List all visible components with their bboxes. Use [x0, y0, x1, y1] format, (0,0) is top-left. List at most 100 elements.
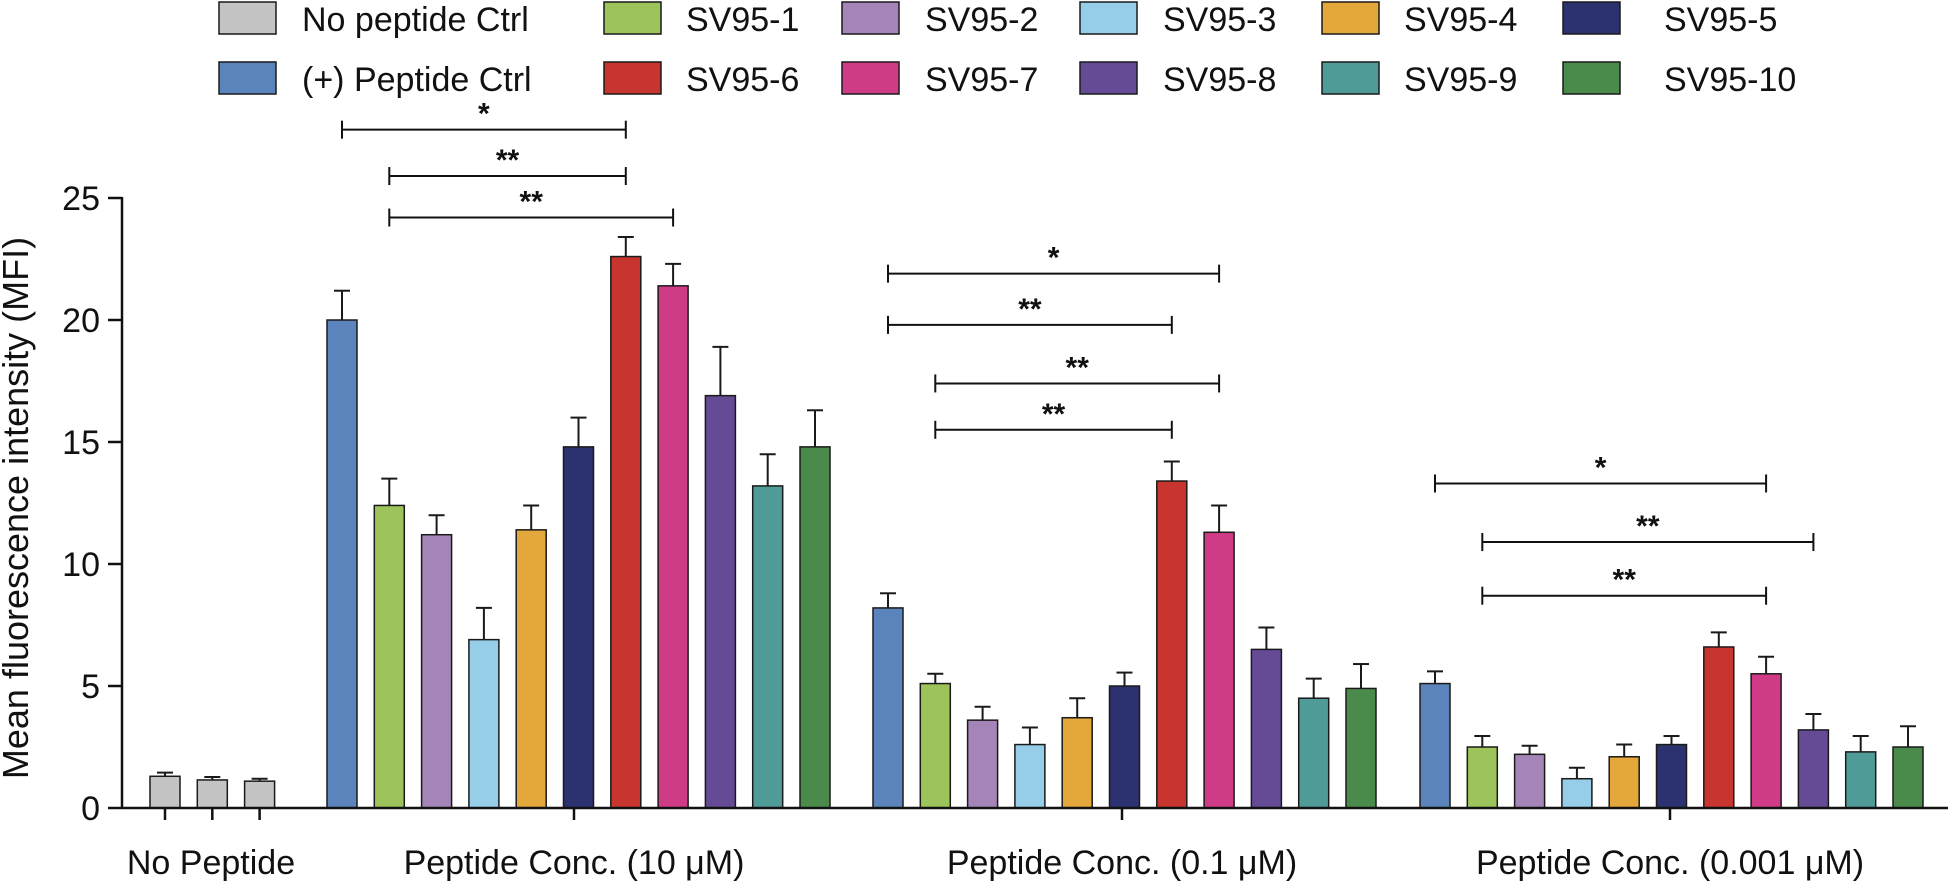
bar-group-4: [1419, 631, 1924, 809]
bar-4-11: [1892, 746, 1924, 809]
bar-1-2: [196, 779, 229, 809]
legend-swatch-5: [1321, 1, 1380, 35]
legend-swatch-2: [603, 1, 662, 35]
bar-2-3: [420, 533, 453, 809]
y-axis: 0 5 10 15 20 25: [62, 180, 124, 828]
legend-swatch-3: [841, 1, 900, 35]
legend-label-6: SV95-5: [1664, 1, 1777, 39]
legend-swatch-8: [603, 61, 662, 95]
bar-3-7: [1156, 480, 1188, 809]
significance-label: *: [1595, 451, 1607, 484]
bar-3-11: [1345, 687, 1377, 809]
x-group-label-1: No Peptide: [127, 844, 295, 882]
x-group-label-3: Peptide Conc. (0.1 μM): [947, 844, 1297, 882]
bar-3-8: [1203, 531, 1235, 809]
legend-swatch-10: [1079, 61, 1138, 95]
bar-2-2: [373, 504, 406, 809]
bar-2-5: [515, 529, 547, 809]
y-tick-label-15: 15: [62, 424, 100, 462]
significance-bracket-4-3: **: [1481, 564, 1768, 605]
bar-3-9: [1250, 648, 1283, 809]
legend-label-5: SV95-4: [1404, 1, 1517, 39]
significance-label: **: [496, 144, 520, 177]
bar-3-10: [1297, 697, 1330, 809]
y-tick-label-25: 25: [62, 180, 100, 218]
bar-4-6: [1655, 743, 1688, 809]
bar-4-3: [1513, 753, 1546, 809]
bars: [149, 236, 1924, 809]
legend-swatch-12: [1562, 61, 1621, 95]
bar-4-8: [1750, 673, 1782, 809]
bar-3-4: [1014, 743, 1046, 809]
significance-bracket-3-4: **: [934, 398, 1173, 439]
x-group-label-4: Peptide Conc. (0.001 μM): [1476, 844, 1864, 882]
significance-bracket-2-3: **: [388, 186, 675, 227]
significance-bracket-4-2: **: [1481, 510, 1815, 552]
bar-3-2: [919, 682, 952, 809]
legend: No peptide Ctrl SV95-1 SV95-2 SV95-3 SV95-4 S…: [218, 1, 1796, 99]
y-tick-label-5: 5: [81, 668, 100, 706]
legend-swatch-4: [1079, 1, 1138, 35]
bar-3-1: [872, 607, 904, 809]
bar-4-7: [1703, 646, 1735, 809]
bar-4-5: [1608, 756, 1640, 809]
significance-label: **: [1636, 510, 1660, 543]
bar-2-9: [704, 394, 737, 809]
bar-4-10: [1844, 751, 1877, 809]
legend-label-9: SV95-7: [925, 61, 1038, 99]
legend-swatch-9: [841, 61, 900, 95]
bar-group-1: [149, 771, 276, 809]
significance-label: **: [1042, 398, 1066, 431]
significance-bracket-2-1: *: [341, 98, 627, 139]
legend-swatch-1: [218, 1, 277, 35]
significance-label: *: [478, 98, 490, 131]
significance-label: **: [1613, 564, 1637, 597]
legend-label-11: SV95-9: [1404, 61, 1517, 99]
bar-2-11: [799, 446, 831, 809]
bar-2-8: [657, 285, 689, 809]
bar-2-1: [326, 319, 358, 809]
significance-bracket-3-2: **: [887, 293, 1173, 334]
bar-3-3: [966, 719, 999, 809]
bar-4-2: [1466, 746, 1499, 809]
significance-brackets: *****************: [341, 98, 1815, 605]
significance-label: **: [520, 186, 544, 219]
legend-swatch-7: [218, 61, 277, 95]
y-tick-label-20: 20: [62, 302, 100, 340]
x-axis: No Peptide Peptide Conc. (10 μM) Peptide C…: [122, 806, 1948, 882]
y-axis-title: Mean fluorescence intensity (MFI): [0, 237, 36, 779]
legend-label-2: SV95-1: [686, 1, 799, 39]
legend-label-7: (+) Peptide Ctrl: [302, 61, 532, 99]
bar-group-2: [326, 236, 831, 809]
bar-2-6: [562, 446, 595, 809]
significance-label: *: [1048, 242, 1060, 275]
bar-4-4: [1561, 777, 1593, 809]
significance-bracket-3-1: *: [887, 242, 1221, 283]
legend-label-10: SV95-8: [1163, 61, 1276, 99]
legend-swatch-6: [1562, 1, 1621, 35]
y-tick-label-10: 10: [62, 546, 100, 584]
bar-2-4: [468, 638, 500, 809]
significance-bracket-3-3: **: [934, 351, 1221, 393]
legend-label-8: SV95-6: [686, 61, 799, 99]
significance-label: **: [1066, 351, 1090, 384]
x-group-label-2: Peptide Conc. (10 μM): [404, 844, 745, 882]
bar-1-1: [149, 775, 181, 809]
legend-label-3: SV95-2: [925, 1, 1038, 39]
bar-3-5: [1061, 716, 1093, 809]
bar-4-9: [1797, 729, 1830, 809]
legend-label-1: No peptide Ctrl: [302, 1, 529, 39]
legend-swatch-11: [1321, 61, 1380, 95]
bar-4-1: [1419, 682, 1451, 809]
significance-label: **: [1018, 293, 1042, 326]
bar-1-3: [243, 780, 276, 809]
bar-2-7: [610, 255, 642, 809]
y-tick-label-0: 0: [81, 790, 100, 828]
significance-bracket-4-1: *: [1434, 451, 1768, 493]
legend-label-4: SV95-3: [1163, 1, 1276, 39]
bar-3-6: [1108, 685, 1141, 809]
bar-2-10: [751, 485, 784, 809]
bar-group-3: [872, 460, 1377, 809]
legend-label-12: SV95-10: [1664, 61, 1796, 99]
